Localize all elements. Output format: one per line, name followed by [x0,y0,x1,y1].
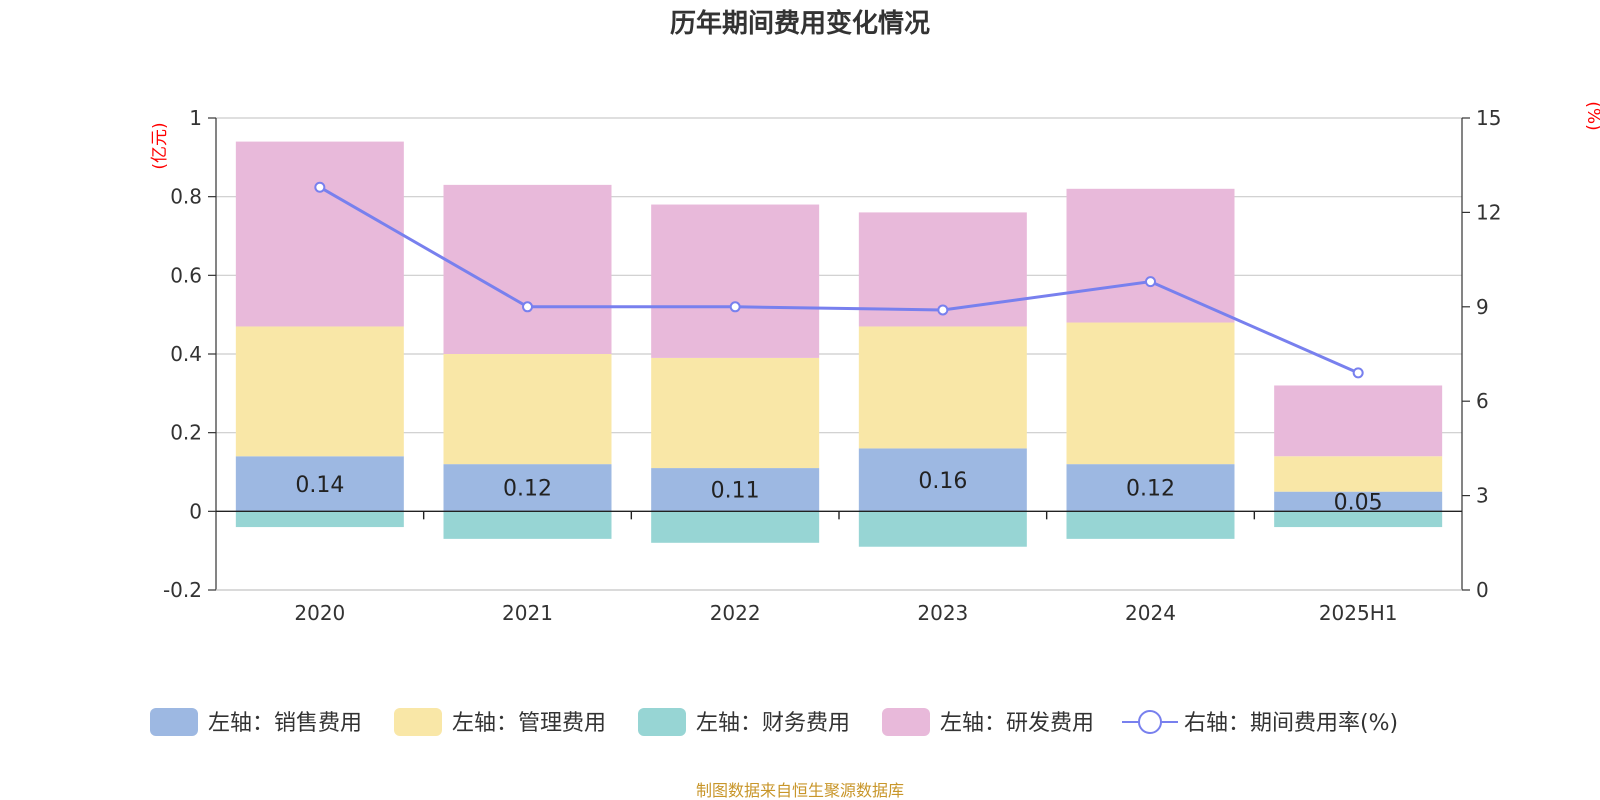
bar-value-label: 0.11 [711,479,760,504]
right-axis-tick-label: 3 [1476,484,1489,508]
expense-rate-point [314,181,326,193]
bar-segment [235,326,404,457]
expense-rate-line [319,185,1359,375]
data-labels-layer: 0.14 0.12 0.11 0.16 0.12 0.05 [295,469,1382,516]
left-axis-tick-label: 1 [189,106,202,130]
bar-segment [651,204,820,358]
bar-segment [443,184,612,354]
bar-segment [651,357,820,469]
left-axis-unit: (亿元) [150,122,170,169]
bar-segment [1274,511,1443,528]
category-label: 2025H1 [1319,601,1398,625]
bar-segment [443,354,612,465]
right-axis-tick-label: 6 [1476,389,1489,413]
category-label: 2020 [294,601,345,625]
right-axis-unit: (%) [1583,101,1600,130]
legend-label: 左轴：管理费用 [452,711,606,736]
category-label: 2024 [1125,601,1176,625]
category-label: 2022 [710,601,761,625]
bar-segment [858,511,1027,547]
expense-rate-point [729,301,741,313]
legend-swatch [638,708,686,736]
left-axis-tick-label: 0.2 [170,421,202,445]
expense-rate-point [1145,276,1156,288]
legend-swatch [150,708,198,736]
right-axis-tick-label: 12 [1476,200,1501,224]
bar-segment [651,511,820,543]
bar-segment [1274,491,1443,512]
bar-segment [235,456,404,512]
left-axis-tick-label: 0.6 [170,263,202,287]
legend-label: 左轴：研发费用 [940,711,1094,736]
bar-value-label: 0.12 [503,477,552,502]
axes-layer: -0.2 0 0.2 0.4 0.6 0.8 1 0 3 6 9 12 15 2020 2021 2022 20… [163,106,1501,625]
line-layer [314,181,1364,379]
bar-segment [235,141,404,327]
left-axis-tick-label: 0.4 [170,342,202,366]
bar-value-label: 0.12 [1126,477,1175,502]
bar-segment [235,511,404,528]
chart-title: 历年期间费用变化情况 [670,8,930,39]
bar-segment [858,326,1027,449]
bar-segment [443,464,612,512]
right-axis-tick-label: 15 [1476,106,1501,130]
left-axis-tick-label: 0.8 [170,185,202,209]
legend-label: 左轴：财务费用 [696,711,850,736]
bar-segment [443,511,612,539]
bar-value-label: 0.14 [295,473,344,498]
expense-rate-point [1352,367,1364,379]
category-label: 2021 [502,601,553,625]
legend-label: 左轴：销售费用 [208,711,362,736]
data-source-note: 制图数据来自恒生聚源数据库 [696,781,904,800]
expense-rate-point [937,304,949,316]
bars-layer [235,141,1443,547]
legend-label: 右轴：期间费用率(%) [1184,711,1398,736]
bar-segment [1066,322,1235,465]
bar-value-label: 0.16 [918,469,967,494]
right-axis-tick-label: 0 [1476,578,1489,602]
expense-rate-point [522,301,533,313]
legend: 左轴：销售费用 左轴：管理费用 左轴：财务费用 左轴：研发费用 右轴：期间费用率(%) [150,708,1398,736]
legend-swatch [394,708,442,736]
bar-segment [1274,385,1443,457]
bar-segment [858,448,1027,512]
left-axis-tick-label: -0.2 [163,578,202,602]
bar-segment [1274,456,1443,492]
bar-segment [651,468,820,512]
left-axis-tick-label: 0 [189,499,202,523]
bar-value-label: 0.05 [1334,491,1383,516]
bar-segment [1066,464,1235,512]
bar-segment [1066,188,1235,323]
legend-line-marker [1138,710,1162,734]
right-axis-tick-label: 9 [1476,295,1489,319]
bar-segment [1066,511,1235,539]
category-label: 2023 [917,601,968,625]
legend-swatch [882,708,930,736]
